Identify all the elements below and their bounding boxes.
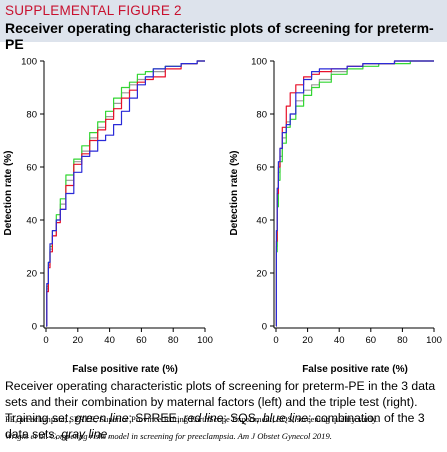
right-y-tick-label: 0 xyxy=(262,322,267,333)
right-ylabel: Detection rate (%) xyxy=(229,150,240,235)
right-x-tick-label: 0 xyxy=(273,335,278,346)
citation: Wright et al. Competing risks model in s… xyxy=(5,431,445,441)
right-x-tick-label: 100 xyxy=(426,335,442,346)
right-xlabel: False positive rate (%) xyxy=(302,364,408,375)
left-y-tick-label: 100 xyxy=(21,57,37,68)
left-y-tick-label: 60 xyxy=(26,163,37,174)
right-x-tick-label: 60 xyxy=(366,335,377,346)
left-y-tick-label: 0 xyxy=(32,322,37,333)
left-y-tick-label: 80 xyxy=(26,110,37,121)
left-x-tick-label: 40 xyxy=(104,335,115,346)
right-x-tick-label: 20 xyxy=(302,335,313,346)
left-x-tick-label: 100 xyxy=(197,335,213,346)
right-y-tick-label: 40 xyxy=(256,216,267,227)
right-x-tick-label: 80 xyxy=(397,335,408,346)
right-x-tick-label: 40 xyxy=(334,335,345,346)
left-x-tick-label: 60 xyxy=(136,335,147,346)
left-y-tick-label: 20 xyxy=(26,269,37,280)
left-x-tick-label: 80 xyxy=(168,335,179,346)
right-y-tick-label: 60 xyxy=(256,163,267,174)
abbreviations-note: PE, preeclampsia; SPREE, Superior Provin… xyxy=(5,413,445,425)
right-y-tick-label: 80 xyxy=(256,110,267,121)
right-plot: Detection rate (%) False positive rate (… xyxy=(229,57,442,376)
left-ylabel: Detection rate (%) xyxy=(3,150,14,235)
left-x-tick-label: 20 xyxy=(73,335,84,346)
left-x-tick-label: 0 xyxy=(43,335,48,346)
roc-plots: Detection rate (%) False positive rate (… xyxy=(0,0,447,375)
right-roc-line-0 xyxy=(276,61,434,326)
left-y-tick-label: 40 xyxy=(26,216,37,227)
left-plot: Detection rate (%) False positive rate (… xyxy=(3,57,213,376)
right-y-tick-label: 20 xyxy=(256,269,267,280)
left-roc-line-3 xyxy=(46,61,205,326)
right-y-tick-label: 100 xyxy=(251,57,267,68)
left-xlabel: False positive rate (%) xyxy=(72,364,178,375)
